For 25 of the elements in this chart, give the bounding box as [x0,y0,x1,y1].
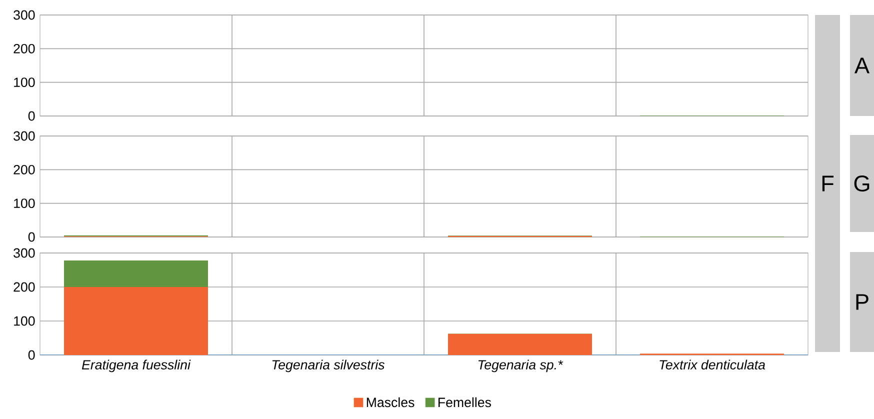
x-tick-label: Tegenaria sp.* [478,360,564,372]
y-tick-label: 300 [14,131,35,141]
legend-label: Mascles [366,397,414,408]
bar [64,260,208,287]
text: F [822,176,834,192]
bar [64,287,208,356]
bar [448,334,592,356]
y-tick-label: 100 [14,316,35,326]
text: A [854,58,870,74]
y-tick-label: 100 [14,78,35,88]
y-tick-label: 200 [14,44,35,54]
x-tick-label: Tegenaria silvestris [272,360,385,372]
legend-label: Femelles [438,397,492,408]
text: G [854,175,870,192]
text: P [856,294,868,310]
x-tick-label: Textrix denticulata [660,360,766,370]
y-tick-label: 100 [14,198,35,208]
y-tick-label: 0 [28,350,35,360]
y-tick-label: 0 [28,232,35,242]
y-tick-label: 200 [14,282,35,292]
y-tick-label: 300 [14,248,35,258]
x-tick-label: Eratigena fuesslini [82,360,191,372]
y-tick-label: 300 [14,10,35,20]
y-tick-label: 200 [14,164,35,174]
y-tick-label: 0 [28,111,35,121]
